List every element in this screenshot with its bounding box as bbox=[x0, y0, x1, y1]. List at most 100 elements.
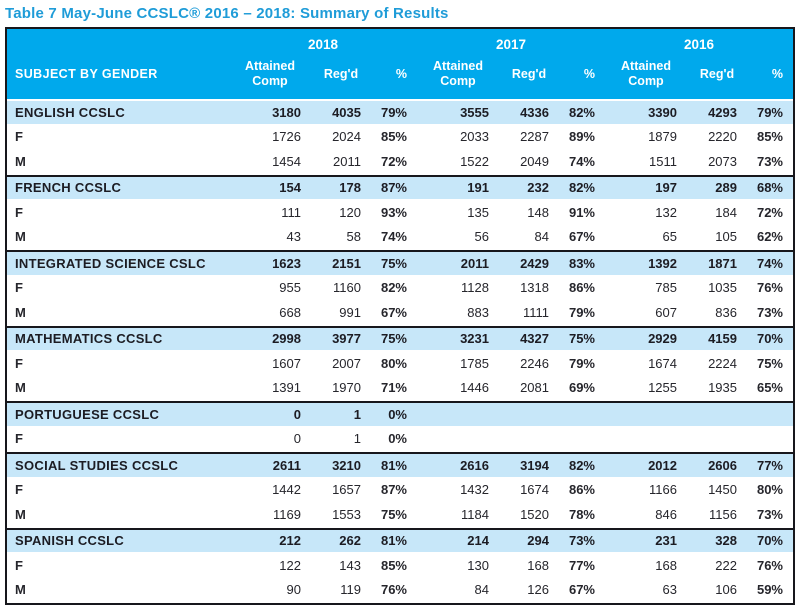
percent-cell: 80% bbox=[756, 482, 783, 498]
regd-cell: 1970 bbox=[332, 380, 361, 396]
regd-cell: 836 bbox=[715, 304, 737, 320]
regd-cell: 2081 bbox=[520, 380, 549, 396]
attained-comp-cell: 132 bbox=[655, 204, 677, 220]
percent-cell: 85% bbox=[380, 557, 407, 573]
results-table: 2018 2017 2016 SUBJECT BY GENDER Attaine… bbox=[5, 27, 795, 605]
attained-comp-cell: 0 bbox=[293, 431, 301, 447]
percent-cell: 80% bbox=[380, 355, 407, 371]
percent-cell: 89% bbox=[568, 129, 595, 145]
year-header-row: 2018 2017 2016 bbox=[7, 29, 793, 53]
attained-comp-cell: 3180 bbox=[272, 104, 301, 120]
attained-comp-cell: 1607 bbox=[272, 355, 301, 371]
row-label: SPANISH CCSLC bbox=[15, 533, 125, 549]
attained-comp-cell: 1785 bbox=[460, 355, 489, 371]
row-label: SOCIAL STUDIES CCSLC bbox=[15, 457, 179, 473]
attained-comp-cell: 63 bbox=[662, 582, 677, 598]
table-row: M 90 119 76% 84 126 67% 63 106 59% bbox=[7, 578, 793, 603]
percent-header: % bbox=[583, 67, 595, 81]
percent-cell: 79% bbox=[380, 104, 407, 120]
percent-cell: 76% bbox=[380, 582, 407, 598]
regd-cell: 1111 bbox=[522, 304, 549, 320]
percent-cell: 67% bbox=[380, 304, 407, 320]
row-label: M bbox=[15, 304, 27, 320]
attained-comp-cell: 2012 bbox=[648, 457, 677, 473]
regd-cell: 4035 bbox=[332, 104, 361, 120]
attained-comp-cell: 1522 bbox=[460, 153, 489, 169]
regd-cell: 1 bbox=[353, 431, 361, 447]
percent-cell: 62% bbox=[756, 229, 783, 245]
regd-cell: 58 bbox=[346, 229, 361, 245]
page-title: Table 7 May-June CCSLC® 2016 – 2018: Sum… bbox=[5, 5, 449, 22]
regd-header: Reg'd bbox=[511, 67, 547, 81]
percent-cell: 74% bbox=[756, 255, 783, 271]
percent-cell: 82% bbox=[380, 280, 407, 296]
percent-cell: 76% bbox=[756, 557, 783, 573]
regd-cell: 143 bbox=[339, 557, 361, 573]
attained-comp-cell: 1879 bbox=[648, 129, 677, 145]
regd-cell: 2220 bbox=[708, 129, 737, 145]
attained-comp-cell: 1166 bbox=[649, 482, 677, 498]
percent-cell: 73% bbox=[756, 304, 783, 320]
attained-comp-cell: 130 bbox=[467, 557, 489, 573]
attained-comp-cell: 56 bbox=[474, 229, 489, 245]
attained-comp-cell: 212 bbox=[279, 533, 301, 549]
percent-cell: 70% bbox=[756, 533, 783, 549]
regd-cell: 2151 bbox=[332, 255, 361, 271]
table-row: F 1607 2007 80% 1785 2246 79% 1674 2224 75% bbox=[7, 352, 793, 377]
regd-cell: 120 bbox=[339, 204, 361, 220]
regd-cell: 1035 bbox=[708, 280, 737, 296]
attained-comp-cell: 191 bbox=[467, 180, 489, 196]
attained-comp-cell: 1391 bbox=[272, 380, 301, 396]
regd-cell: 1657 bbox=[332, 482, 361, 498]
row-label: F bbox=[15, 431, 24, 447]
table-row: F 111 120 93% 135 148 91% 132 184 72% bbox=[7, 201, 793, 226]
row-label: MATHEMATICS CCSLC bbox=[15, 331, 163, 347]
percent-cell: 78% bbox=[568, 506, 595, 522]
percent-cell: 75% bbox=[380, 331, 407, 347]
row-label: INTEGRATED SCIENCE CSLC bbox=[15, 255, 206, 271]
regd-cell: 328 bbox=[715, 533, 737, 549]
row-label: M bbox=[15, 229, 27, 245]
attained-comp-cell: 1128 bbox=[461, 280, 489, 296]
percent-cell: 77% bbox=[756, 457, 783, 473]
percent-cell: 82% bbox=[568, 457, 595, 473]
attained-comp-cell: 43 bbox=[286, 229, 301, 245]
regd-cell: 2287 bbox=[520, 129, 549, 145]
percent-header: % bbox=[395, 67, 407, 81]
percent-cell: 70% bbox=[756, 331, 783, 347]
table-row: M 668 991 67% 883 1111 79% 607 836 73% bbox=[7, 301, 793, 326]
row-label: FRENCH CCSLC bbox=[15, 180, 122, 196]
attained-comp-cell: 2033 bbox=[460, 129, 489, 145]
percent-cell: 76% bbox=[756, 280, 783, 296]
percent-cell: 0% bbox=[388, 431, 407, 447]
attained-comp-cell: 231 bbox=[655, 533, 677, 549]
regd-cell: 2224 bbox=[708, 355, 737, 371]
attained-comp-cell: 1454 bbox=[272, 153, 301, 169]
attained-comp-cell: 0 bbox=[293, 406, 301, 422]
attained-comp-cell: 2616 bbox=[460, 457, 489, 473]
regd-cell: 184 bbox=[715, 204, 737, 220]
attained-comp-cell: 607 bbox=[655, 304, 677, 320]
regd-cell: 294 bbox=[527, 533, 549, 549]
attained-comp-cell: 197 bbox=[655, 180, 677, 196]
regd-cell: 3210 bbox=[332, 457, 361, 473]
regd-cell: 148 bbox=[527, 204, 549, 220]
regd-cell: 4336 bbox=[520, 104, 549, 120]
regd-cell: 289 bbox=[715, 180, 737, 196]
attained-comp-cell: 214 bbox=[467, 533, 489, 549]
percent-cell: 74% bbox=[568, 153, 595, 169]
regd-cell: 262 bbox=[339, 533, 361, 549]
percent-cell: 77% bbox=[568, 557, 595, 573]
regd-cell: 222 bbox=[715, 557, 737, 573]
regd-cell: 2606 bbox=[708, 457, 737, 473]
percent-cell: 72% bbox=[756, 204, 783, 220]
table-row: F 955 1160 82% 1128 1318 86% 785 1035 76% bbox=[7, 276, 793, 301]
regd-cell: 1553 bbox=[332, 506, 361, 522]
row-label: M bbox=[15, 153, 27, 169]
percent-cell: 83% bbox=[568, 255, 595, 271]
regd-cell: 1674 bbox=[520, 482, 549, 498]
percent-cell: 71% bbox=[380, 380, 407, 396]
regd-cell: 2011 bbox=[333, 153, 361, 169]
regd-cell: 1318 bbox=[520, 280, 549, 296]
percent-cell: 91% bbox=[568, 204, 595, 220]
